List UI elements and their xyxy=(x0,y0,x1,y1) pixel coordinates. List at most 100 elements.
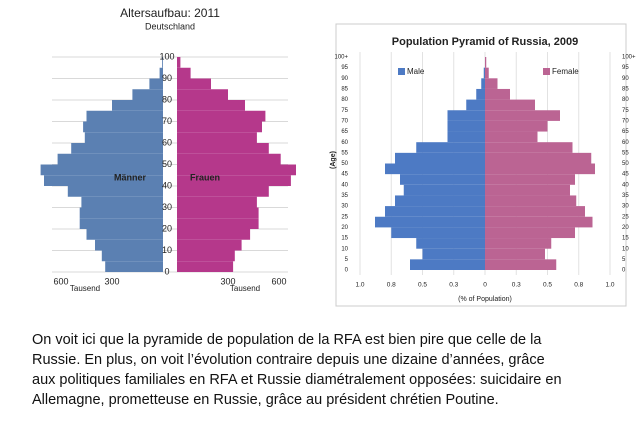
caption-line: Russie. En plus, on voit l’évolution con… xyxy=(32,352,545,368)
caption-line: On voit ici que la pyramide de populatio… xyxy=(32,332,542,348)
x-tick-label: 0.5 xyxy=(418,282,427,289)
y-tick-label: 50 xyxy=(162,159,172,169)
bar xyxy=(177,261,234,272)
bar xyxy=(83,121,163,133)
bar xyxy=(481,78,485,89)
bar xyxy=(132,89,163,100)
y-tick-label: 70 xyxy=(162,116,172,126)
bar xyxy=(375,216,485,228)
chart-subtitle: Deutschland xyxy=(145,21,195,31)
bar xyxy=(177,110,266,122)
bar xyxy=(416,142,485,153)
y-tick-label: 65 xyxy=(622,129,629,135)
bar xyxy=(485,259,557,270)
bar xyxy=(177,78,211,90)
bar xyxy=(485,174,575,185)
bar xyxy=(395,195,485,207)
legend-swatch xyxy=(543,68,550,75)
y-tick-label: 95 xyxy=(341,65,348,71)
y-tick-label: 35 xyxy=(622,193,629,199)
bar xyxy=(177,186,269,197)
bar xyxy=(447,131,485,143)
bar xyxy=(177,164,296,176)
x-tick-label: 600 xyxy=(53,276,68,286)
bar xyxy=(162,57,163,68)
legend-label: Female xyxy=(552,67,579,76)
y-tick-label: 55 xyxy=(622,150,629,156)
bar xyxy=(177,239,242,251)
bar xyxy=(395,152,485,164)
bar xyxy=(177,89,228,100)
x-unit: Tausend xyxy=(230,284,260,293)
y-tick-label: 40 xyxy=(622,182,629,188)
chart-title: Altersaufbau: 2011 xyxy=(120,6,220,20)
y-tick-label: 75 xyxy=(341,108,348,114)
x-axis-label: (% of Population) xyxy=(458,296,512,303)
x-tick-label: 600 xyxy=(271,276,286,286)
y-tick-label: 20 xyxy=(622,225,629,231)
bar xyxy=(177,143,269,154)
bar xyxy=(177,175,291,186)
bar xyxy=(177,218,259,229)
chart-title: Population Pyramid of Russia, 2009 xyxy=(392,36,578,48)
bar xyxy=(112,100,163,111)
bar xyxy=(86,229,163,240)
y-tick-label: 50 xyxy=(622,161,629,167)
y-tick-label: 30 xyxy=(162,202,172,212)
x-tick-label: 0.3 xyxy=(449,282,458,289)
bar xyxy=(447,110,485,121)
bar xyxy=(391,227,485,239)
bar xyxy=(385,163,485,175)
caption-line: Allemagne, prometteuse en Russie, grâce … xyxy=(32,392,499,408)
bar xyxy=(416,238,485,249)
bar xyxy=(485,152,592,164)
bar xyxy=(483,67,485,79)
y-tick-label: 95 xyxy=(622,65,629,71)
y-tick-label: 30 xyxy=(622,204,629,210)
y-tick-label: 15 xyxy=(341,236,348,242)
bar xyxy=(385,206,485,217)
bar xyxy=(466,99,485,111)
x-tick-label: 300 xyxy=(220,276,235,286)
y-tick-label: 70 xyxy=(622,118,629,124)
bar xyxy=(177,153,281,165)
bar xyxy=(79,218,163,229)
bar xyxy=(485,142,573,153)
bar xyxy=(177,207,259,219)
bar xyxy=(57,153,163,165)
y-tick-label: 100+ xyxy=(334,55,348,61)
x-tick-label: 300 xyxy=(104,276,119,286)
x-tick-label: 0.5 xyxy=(543,282,552,289)
y-tick-label: 90 xyxy=(622,76,629,82)
bar xyxy=(485,57,487,68)
bar xyxy=(159,67,163,79)
bar xyxy=(177,121,262,133)
bar xyxy=(79,207,163,219)
y-tick-label: 10 xyxy=(341,246,348,252)
x-tick-label: 0.3 xyxy=(512,282,521,289)
y-tick-label: 40 xyxy=(341,182,348,188)
y-tick-label: 100 xyxy=(159,51,174,61)
bar xyxy=(485,206,585,217)
y-tick-label: 55 xyxy=(341,150,348,156)
y-tick-label: 60 xyxy=(622,140,629,146)
bar xyxy=(447,120,485,132)
bar xyxy=(71,143,163,154)
y-tick-label: 90 xyxy=(162,73,172,83)
bar xyxy=(485,110,560,121)
y-tick-label: 40 xyxy=(162,180,172,190)
y-tick-label: 45 xyxy=(622,172,629,178)
bar xyxy=(177,229,251,240)
bar xyxy=(485,131,538,143)
y-tick-label: 25 xyxy=(622,214,629,220)
bar xyxy=(485,78,498,89)
bar xyxy=(95,239,163,251)
bar xyxy=(485,67,489,79)
y-tick-label: 25 xyxy=(341,214,348,220)
bar xyxy=(149,78,163,90)
y-tick-label: 0 xyxy=(164,266,169,276)
bar xyxy=(84,132,163,143)
bar xyxy=(101,250,163,262)
bar xyxy=(485,163,595,175)
